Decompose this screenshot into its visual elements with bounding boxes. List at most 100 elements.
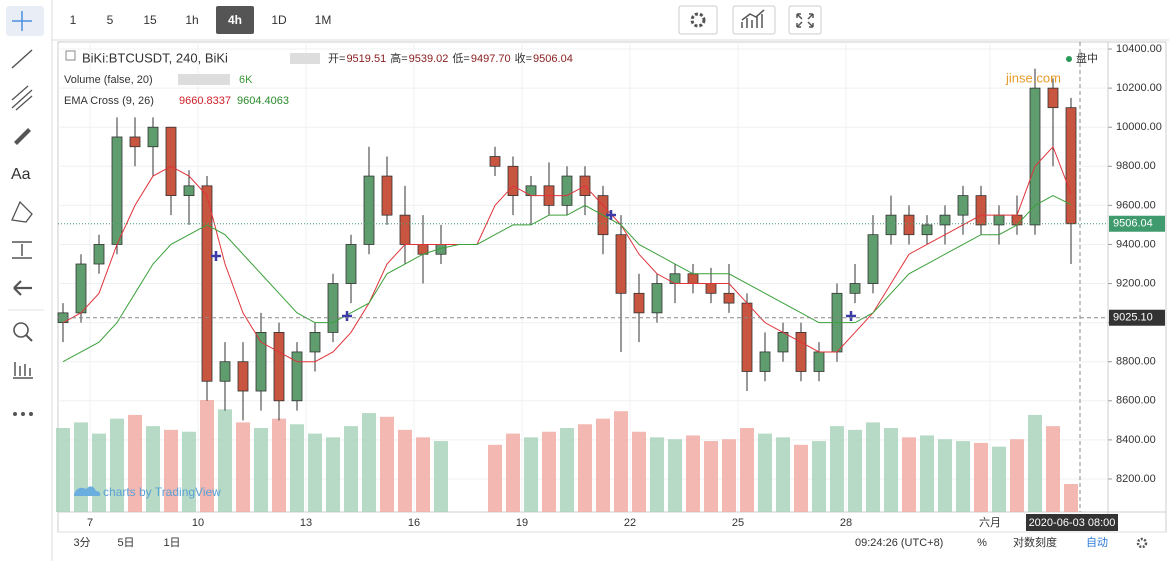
volume-bar: [308, 433, 322, 512]
candle-body: [399, 214, 411, 245]
tv-logo: [74, 486, 101, 496]
candle-body: [273, 332, 285, 402]
line-tool[interactable]: [11, 49, 33, 69]
y-tick-label: 8600.00: [1116, 395, 1156, 407]
candle-body: [291, 351, 303, 402]
ohlc-value: 9506.04: [533, 53, 573, 65]
scale-option[interactable]: 对数刻度: [1013, 535, 1057, 549]
volume-bar: [812, 441, 826, 512]
interval-button[interactable]: 1h: [185, 13, 198, 27]
candle-body: [957, 195, 969, 216]
branding: charts by TradingView: [103, 485, 221, 499]
candle-body: [93, 244, 105, 265]
volume-value: 6K: [239, 74, 253, 86]
y-tick-label: 10400.00: [1116, 43, 1162, 55]
candle-body: [1047, 87, 1059, 109]
candle-body: [939, 214, 951, 226]
range-button[interactable]: 1日: [163, 537, 180, 549]
candle-body: [327, 283, 339, 333]
candle-body: [795, 332, 807, 372]
brush-tool[interactable]: [14, 128, 31, 145]
fib-tool[interactable]: [11, 85, 33, 111]
candle-body: [867, 234, 879, 284]
candle-body: [813, 351, 825, 372]
candle-body: [345, 244, 357, 284]
volume-bar: [362, 413, 376, 512]
interval-group: 1 5 15 1h 4h 1D 1M: [70, 6, 332, 34]
candle-body: [129, 136, 141, 148]
x-tick-label: 10: [192, 517, 204, 529]
volume-bar: [776, 437, 790, 512]
text-tool[interactable]: Aa: [11, 166, 31, 183]
legend-buttons[interactable]: [290, 53, 320, 64]
ema-fast-value: 9660.8337: [179, 95, 231, 107]
volume-bar: [56, 428, 70, 512]
ema-legend: EMA Cross (9, 26): [64, 95, 154, 107]
interval-button[interactable]: 1M: [315, 13, 332, 27]
candle-body: [759, 351, 771, 372]
fullscreen-button[interactable]: [788, 5, 822, 35]
scale-option[interactable]: 自动: [1086, 536, 1108, 549]
interval-button[interactable]: 15: [143, 13, 157, 27]
volume-bar: [506, 433, 520, 512]
candle-body: [1011, 214, 1023, 226]
zoom-tool[interactable]: [13, 322, 29, 338]
interval-button[interactable]: 5: [107, 13, 114, 27]
y-tick-label: 9600.00: [1116, 199, 1156, 211]
ohlc-value: 9539.02: [409, 53, 449, 65]
more-dot[interactable]: [13, 412, 17, 416]
indicators-button[interactable]: [732, 5, 776, 35]
pattern-tool[interactable]: [11, 200, 33, 223]
ruler-tool[interactable]: [13, 362, 33, 379]
ohlc-value: 9497.70: [471, 53, 511, 65]
cross-marker: [606, 210, 616, 220]
interval-button[interactable]: 4h: [228, 13, 242, 27]
settings-icon[interactable]: [1136, 537, 1148, 549]
scale-option[interactable]: %: [977, 537, 987, 549]
ema-slow-value: 9604.4063: [237, 95, 289, 107]
volume-bar: [290, 424, 304, 512]
back-tool[interactable]: [13, 280, 32, 296]
volume-bar: [182, 431, 196, 512]
last-price-label: 9506.04: [1113, 218, 1153, 230]
cursor-time-label: 2020-06-03 08:00: [1029, 517, 1116, 529]
candle-body: [237, 361, 249, 392]
candle-body: [849, 283, 861, 294]
volume-bar: [866, 422, 880, 512]
candle-body: [705, 283, 717, 294]
candle-body: [219, 361, 231, 382]
volume-bar: [272, 418, 286, 512]
candle-body: [489, 156, 501, 167]
cross-marker: [846, 311, 856, 321]
y-tick-label: 8800.00: [1116, 356, 1156, 368]
interval-button[interactable]: 1: [70, 13, 77, 27]
volume-bar: [1028, 414, 1042, 512]
y-tick-label: 8400.00: [1116, 434, 1156, 446]
ohlc-label: 开=: [328, 53, 345, 65]
cursor-icon: [12, 11, 32, 31]
candle-body: [615, 234, 627, 294]
collapse-icon[interactable]: [65, 50, 76, 61]
settings-button[interactable]: [678, 5, 718, 35]
volume-bar: [830, 426, 844, 512]
volume-bar: [902, 437, 916, 512]
ema-line: [62, 195, 1072, 363]
volume-bar: [614, 411, 628, 512]
range-button[interactable]: 5日: [117, 537, 134, 549]
interval-button[interactable]: 1D: [271, 13, 287, 27]
x-tick-label: 13: [300, 517, 312, 529]
volume-bar: [236, 422, 250, 512]
gear-icon: [690, 12, 706, 28]
volume-bar: [632, 431, 646, 512]
legend-buttons[interactable]: [178, 74, 230, 85]
measure-tool[interactable]: [12, 241, 32, 259]
volume-bar: [344, 426, 358, 512]
zoom-handle: [25, 334, 33, 342]
volume-bar: [722, 439, 736, 512]
x-tick-label: 22: [624, 517, 636, 529]
volume-bar: [326, 437, 340, 512]
range-button[interactable]: 3分: [73, 536, 90, 549]
candle-body: [723, 292, 735, 304]
volume-bar: [686, 435, 700, 512]
